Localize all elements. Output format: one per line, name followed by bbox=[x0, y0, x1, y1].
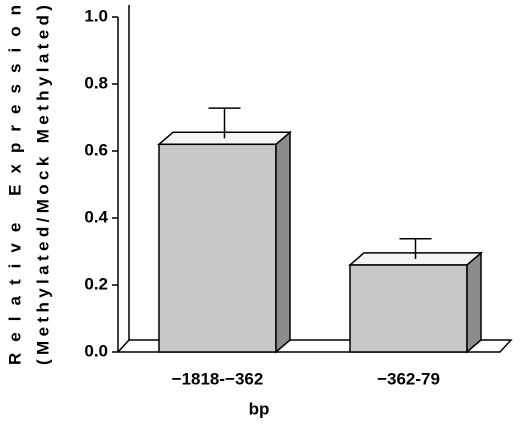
y-axis-title: Relative Expression bbox=[5, 5, 24, 365]
bar-side bbox=[466, 251, 482, 354]
x-tick-label: −362-79 bbox=[377, 369, 440, 388]
x-tick-label: −1818-−362 bbox=[172, 369, 264, 388]
y-tick-label: 0.4 bbox=[84, 207, 108, 226]
bar-front bbox=[349, 264, 468, 353]
y-tick-label: 0.2 bbox=[84, 274, 108, 293]
y-tick-label: 0.0 bbox=[84, 341, 108, 360]
bar-side bbox=[275, 130, 291, 354]
y-tick-label: 0.6 bbox=[84, 140, 108, 159]
bar-front bbox=[158, 143, 277, 353]
y-tick-label: 0.8 bbox=[84, 73, 108, 92]
axis-corner bbox=[117, 339, 130, 353]
x-axis-title: bp bbox=[249, 399, 270, 418]
y-tick-label: 1.0 bbox=[84, 6, 108, 25]
y-axis-title: (Methylated/Mock Methylated) bbox=[33, 5, 52, 365]
